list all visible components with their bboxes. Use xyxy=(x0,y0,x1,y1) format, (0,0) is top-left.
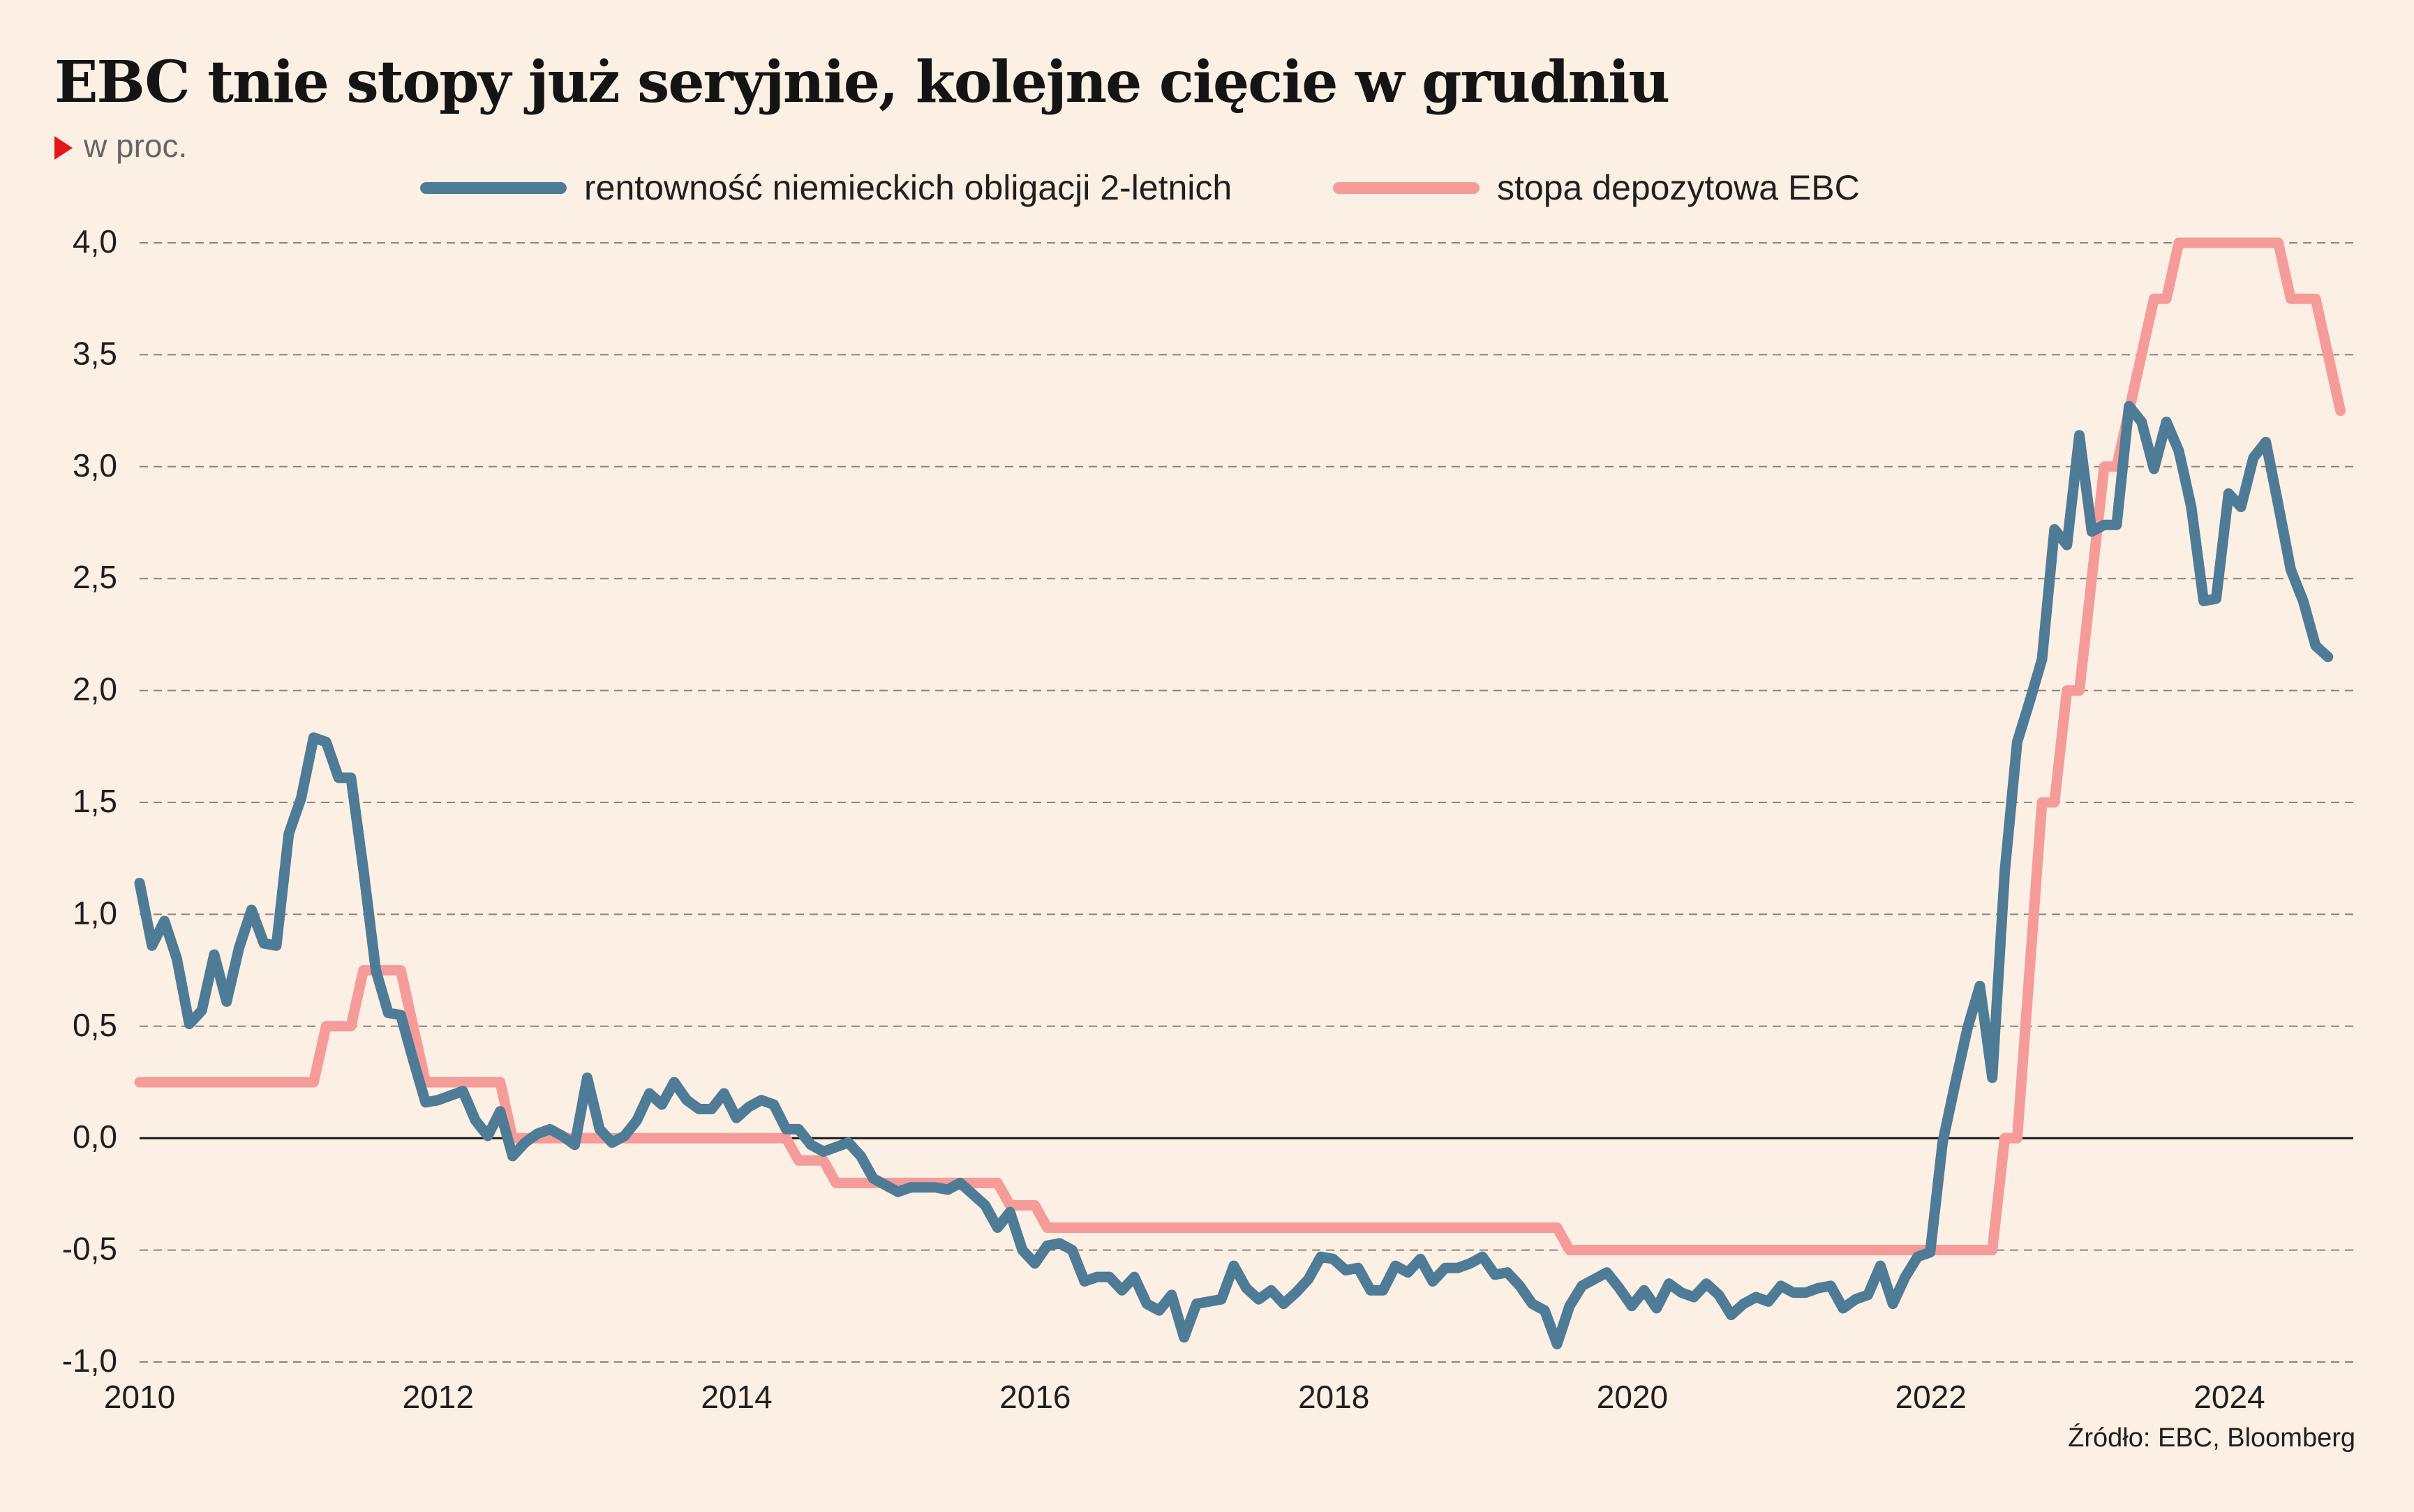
legend-swatch-bund-yield xyxy=(420,181,567,194)
series-line-deposit-rate xyxy=(134,237,2346,1256)
y-tick-label: 4,0 xyxy=(73,223,117,260)
x-tick-label: 2020 xyxy=(1597,1379,1668,1415)
series-line-bund-yield xyxy=(134,401,2334,1349)
y-tick-label: 0,0 xyxy=(73,1118,117,1155)
source-note: Źródło: EBC, Bloomberg xyxy=(2068,1423,2355,1453)
y-tick-label: 2,5 xyxy=(73,559,117,595)
chart-legend: rentowność niemieckich obligacji 2-letni… xyxy=(0,167,2414,216)
x-tick-label: 2010 xyxy=(104,1379,175,1415)
legend-label-bund-yield: rentowność niemieckich obligacji 2-letni… xyxy=(584,168,1232,207)
y-tick-label: 0,5 xyxy=(73,1007,117,1043)
y-tick-label: 2,0 xyxy=(73,671,117,708)
y-tick-label: 3,0 xyxy=(73,447,117,484)
legend-label-deposit-rate: stopa depozytowa EBC xyxy=(1497,168,1860,207)
unit-label: w proc. xyxy=(84,128,188,164)
x-tick-label: 2022 xyxy=(1895,1379,1967,1415)
chart-subtitle: w proc. xyxy=(54,127,187,165)
x-tick-label: 2018 xyxy=(1298,1379,1369,1415)
y-tick-label: 1,5 xyxy=(73,783,117,819)
y-tick-label: -1,0 xyxy=(62,1342,117,1379)
y-tick-label: 3,5 xyxy=(73,335,117,371)
legend-item-deposit-rate: stopa depozytowa EBC xyxy=(1333,167,1860,208)
y-tick-label: 1,0 xyxy=(73,895,117,931)
legend-swatch-deposit-rate xyxy=(1333,181,1480,194)
triangle-marker-icon xyxy=(54,136,73,160)
legend-item-bund-yield: rentowność niemieckich obligacji 2-letni… xyxy=(420,167,1232,208)
x-tick-label: 2012 xyxy=(403,1379,474,1415)
chart-title: EBC tnie stopy już seryjnie, kolejne cię… xyxy=(54,49,1670,116)
y-tick-label: -0,5 xyxy=(62,1231,117,1267)
x-tick-label: 2014 xyxy=(701,1379,772,1415)
x-tick-label: 2016 xyxy=(999,1379,1071,1415)
x-tick-label: 2024 xyxy=(2193,1379,2265,1415)
